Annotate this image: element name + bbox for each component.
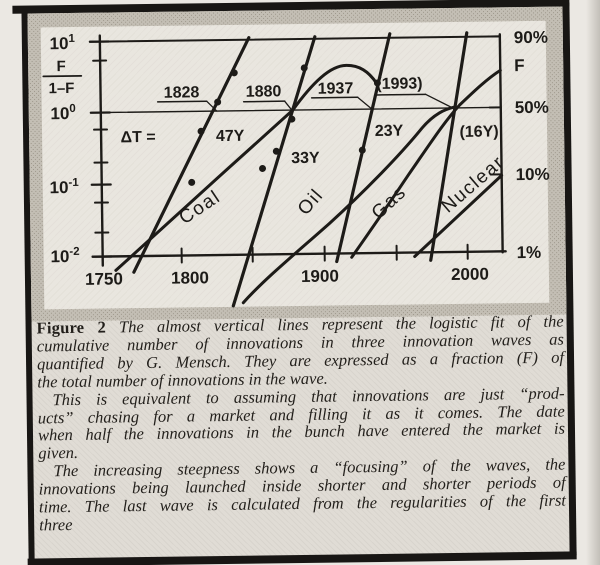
wave-midpoint-label: 1880 bbox=[246, 83, 282, 100]
scan-edge-shadow bbox=[586, 0, 600, 565]
wave-midpoint-label: 1937 bbox=[318, 80, 354, 97]
annotation-underline bbox=[156, 100, 208, 103]
wave-deltat-label: 33Y bbox=[291, 150, 320, 167]
annotation-underline bbox=[310, 96, 359, 99]
data-dot bbox=[272, 147, 280, 155]
coal-line bbox=[114, 63, 378, 272]
wave-deltat-label: 23Y bbox=[375, 123, 404, 140]
oil-label: Oil bbox=[294, 185, 328, 220]
y-right-axis-title: F bbox=[514, 56, 525, 75]
y-right-tick-label: 90% bbox=[514, 28, 548, 47]
wave-line-1993 bbox=[429, 31, 469, 262]
x-tick-label: 1750 bbox=[85, 269, 123, 288]
gas-label: Gas bbox=[368, 182, 411, 224]
data-dot bbox=[214, 98, 222, 106]
wave-line-1828 bbox=[132, 36, 251, 274]
y-left-tick-label: 101 bbox=[49, 33, 75, 53]
x-axis bbox=[91, 250, 507, 258]
annotation-pointer bbox=[424, 93, 454, 109]
data-dot bbox=[230, 69, 238, 77]
wave-line-1880 bbox=[231, 35, 317, 308]
y-left-tick-label: 100 bbox=[50, 103, 76, 123]
data-dot bbox=[358, 146, 366, 154]
data-dot bbox=[188, 178, 196, 186]
oil-line bbox=[241, 105, 457, 305]
annotation-underline bbox=[242, 100, 286, 103]
y-axis-right bbox=[498, 33, 504, 254]
y-right-tick-label: 10% bbox=[516, 165, 550, 184]
data-dot bbox=[300, 64, 308, 72]
x-tick-label: 1900 bbox=[301, 266, 339, 285]
data-dot bbox=[197, 127, 205, 135]
data-dot bbox=[373, 79, 381, 87]
y-right-tick-label: 50% bbox=[515, 98, 549, 117]
annotation-underline bbox=[375, 93, 427, 96]
data-dot bbox=[288, 115, 296, 123]
y-left-axis-title-denominator: 1–F bbox=[48, 80, 74, 97]
wave-deltat-label: (16Y) bbox=[459, 123, 498, 141]
wave-midpoint-label: 1828 bbox=[164, 84, 200, 101]
y-left-tick-label: 10-1 bbox=[49, 177, 79, 197]
y-right-tick-label: 1% bbox=[517, 243, 542, 262]
figure-caption: Figure 2 The almost vertical lines repre… bbox=[36, 312, 566, 535]
gridline-50pct bbox=[90, 106, 502, 114]
gas-line bbox=[350, 68, 502, 259]
x-tick-label: 2000 bbox=[451, 265, 489, 284]
y-left-tick-label: 10-2 bbox=[50, 246, 79, 266]
y-left-axis-title-numerator: F bbox=[56, 58, 65, 75]
x-tick-label: 1800 bbox=[171, 268, 209, 287]
wave-deltat-label: 47Y bbox=[216, 128, 245, 145]
y-axis-left bbox=[98, 34, 104, 267]
deltat-prefix-label: ΔT = bbox=[120, 129, 155, 146]
gridline-90pct bbox=[88, 35, 501, 43]
nuclear-line bbox=[413, 173, 504, 258]
annotation-pointer bbox=[284, 100, 293, 111]
wave-midpoint-label: (1993) bbox=[376, 75, 422, 93]
data-dot bbox=[259, 164, 267, 172]
nuclear-label: Nuclear bbox=[438, 152, 509, 218]
annotation-pointer bbox=[206, 100, 218, 112]
annotation-pointer bbox=[356, 96, 373, 110]
figure-label: Figure 2 bbox=[36, 317, 107, 338]
